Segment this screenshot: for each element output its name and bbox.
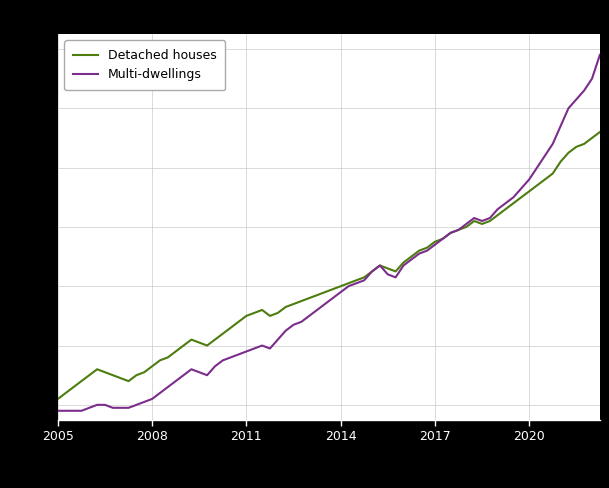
Detached houses [54,396,62,402]
Detached houses [518,194,525,200]
Detached houses [353,277,360,283]
Multi-dwellings [353,280,360,286]
Detached houses [596,129,604,135]
Multi-dwellings [195,369,203,375]
Line: Detached houses: Detached houses [58,132,600,399]
Line: Multi-dwellings: Multi-dwellings [58,55,600,411]
Multi-dwellings [518,185,525,191]
Multi-dwellings [219,357,227,363]
Detached houses [195,340,203,346]
Detached houses [219,331,227,337]
Legend: Detached houses, Multi-dwellings: Detached houses, Multi-dwellings [64,41,225,90]
Detached houses [180,343,187,348]
Multi-dwellings [596,52,604,58]
Multi-dwellings [54,408,62,414]
Multi-dwellings [180,372,187,378]
Multi-dwellings [510,194,517,200]
Detached houses [510,200,517,206]
